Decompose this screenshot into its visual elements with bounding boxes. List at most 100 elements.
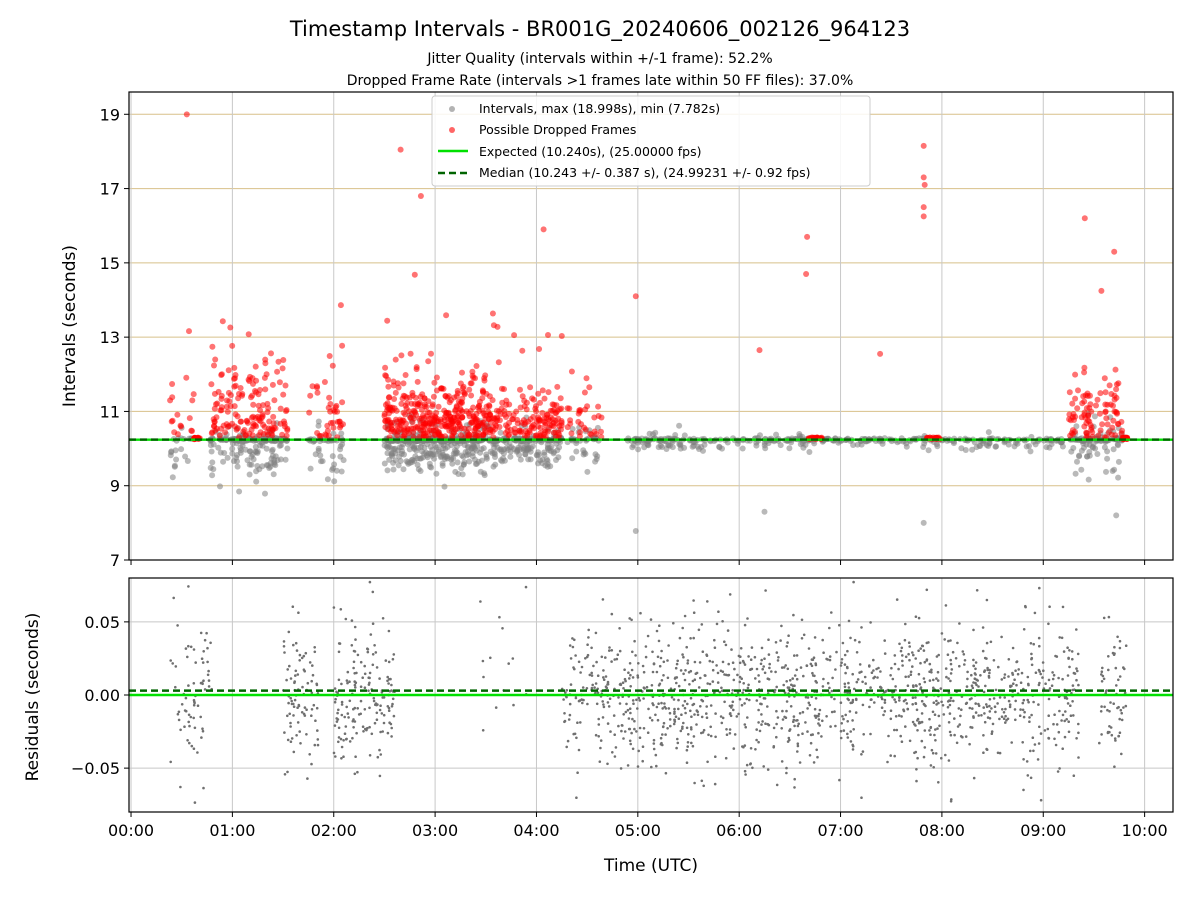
residual-point bbox=[661, 707, 664, 710]
residual-point bbox=[577, 699, 581, 703]
interval-point bbox=[786, 445, 793, 452]
residual-point bbox=[839, 664, 843, 667]
residual-point bbox=[800, 618, 804, 622]
dropped-frame-point bbox=[435, 403, 442, 410]
residual-point bbox=[283, 651, 286, 654]
residual-point bbox=[1029, 749, 1032, 753]
residual-point bbox=[1075, 628, 1078, 631]
dropped-frame-point bbox=[169, 394, 176, 401]
interval-point bbox=[269, 446, 276, 453]
residual-point bbox=[818, 708, 822, 712]
dropped-frame-point bbox=[1097, 427, 1104, 434]
residual-point bbox=[970, 697, 973, 700]
residual-point bbox=[285, 678, 288, 682]
residual-point bbox=[951, 650, 955, 654]
residual-point bbox=[964, 735, 968, 738]
residual-point bbox=[919, 647, 922, 650]
residual-point bbox=[648, 716, 652, 720]
residual-point bbox=[375, 666, 379, 669]
interval-point bbox=[392, 457, 399, 464]
residual-point bbox=[1016, 672, 1020, 676]
residual-point bbox=[667, 707, 671, 710]
residual-point bbox=[848, 691, 851, 694]
dropped-frame-point bbox=[466, 386, 473, 393]
residual-point bbox=[289, 740, 293, 743]
dropped-frame-point bbox=[532, 405, 539, 412]
interval-point bbox=[428, 464, 435, 471]
residual-point bbox=[847, 681, 850, 685]
residual-point bbox=[955, 741, 959, 745]
residual-point bbox=[758, 729, 762, 733]
residual-point bbox=[625, 702, 628, 706]
residual-point bbox=[793, 654, 796, 657]
interval-point bbox=[1027, 448, 1034, 455]
dropped-frame-point bbox=[484, 423, 490, 430]
residual-point bbox=[696, 710, 699, 714]
residual-point bbox=[689, 696, 693, 700]
dropped-frame-point bbox=[1081, 369, 1088, 376]
residual-point bbox=[368, 671, 372, 675]
dropped-frame-point bbox=[1111, 392, 1118, 399]
residual-point bbox=[303, 706, 307, 709]
residual-point bbox=[813, 674, 816, 678]
residual-point bbox=[749, 747, 753, 750]
residual-point bbox=[1075, 737, 1078, 740]
residual-point bbox=[695, 723, 698, 726]
residual-point bbox=[818, 724, 821, 727]
residual-point bbox=[949, 800, 953, 803]
interval-point bbox=[477, 468, 484, 475]
residual-point bbox=[713, 782, 717, 786]
interval-point bbox=[274, 457, 281, 464]
residual-point bbox=[667, 644, 670, 647]
residual-point bbox=[287, 701, 290, 705]
residual-point bbox=[169, 760, 172, 764]
residual-point bbox=[1042, 669, 1045, 672]
residual-point bbox=[923, 703, 926, 707]
residual-point bbox=[368, 681, 371, 685]
dropped-frame-point bbox=[256, 432, 263, 439]
residual-point bbox=[201, 727, 204, 730]
residual-point bbox=[792, 715, 796, 718]
interval-point bbox=[210, 466, 217, 473]
residual-point bbox=[939, 687, 943, 690]
residual-point bbox=[716, 681, 720, 684]
residual-point bbox=[588, 673, 592, 677]
dropped-frame-point bbox=[445, 409, 452, 416]
dropped-frame-point bbox=[467, 380, 474, 387]
interval-point bbox=[1074, 458, 1080, 465]
residual-point bbox=[723, 640, 726, 643]
residual-point bbox=[981, 626, 985, 629]
residual-point bbox=[620, 724, 624, 727]
residual-point bbox=[348, 740, 352, 743]
interval-point bbox=[1086, 449, 1093, 455]
residual-point bbox=[937, 781, 940, 784]
interval-point bbox=[384, 467, 391, 474]
residual-point bbox=[628, 707, 632, 710]
residual-point bbox=[1052, 722, 1055, 726]
residual-point bbox=[918, 682, 921, 686]
residual-point bbox=[974, 661, 978, 664]
residual-point bbox=[686, 659, 690, 662]
time-xtick-label: 09:00 bbox=[1020, 821, 1066, 840]
residual-point bbox=[1109, 701, 1112, 704]
residual-point bbox=[332, 751, 336, 755]
residual-point bbox=[825, 715, 828, 718]
residual-point bbox=[1120, 718, 1124, 722]
residual-point bbox=[986, 666, 989, 670]
residual-point bbox=[960, 708, 963, 711]
residual-point bbox=[660, 701, 663, 705]
residual-point bbox=[914, 696, 917, 699]
residual-point bbox=[743, 702, 746, 705]
dropped-frame-point bbox=[479, 387, 486, 394]
residual-point bbox=[882, 713, 885, 717]
interval-point bbox=[652, 429, 659, 436]
residual-point bbox=[715, 622, 719, 626]
residual-point bbox=[808, 754, 812, 757]
residual-point bbox=[601, 598, 605, 601]
residual-point bbox=[944, 753, 947, 757]
residual-point bbox=[655, 705, 659, 709]
residual-point bbox=[935, 655, 939, 658]
interval-point bbox=[477, 449, 484, 456]
interval-point bbox=[1094, 451, 1101, 457]
residual-point bbox=[795, 677, 799, 681]
